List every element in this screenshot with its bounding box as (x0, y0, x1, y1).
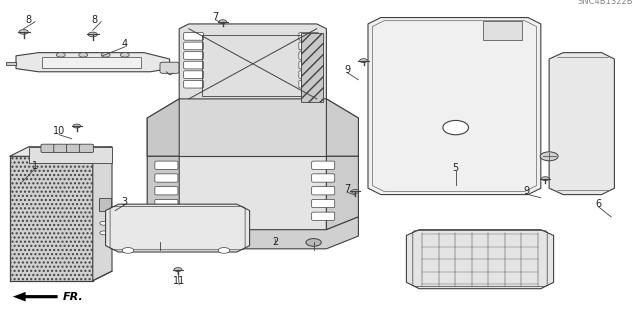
Bar (99, 198, 111, 211)
Circle shape (360, 59, 367, 63)
FancyBboxPatch shape (184, 42, 204, 50)
Circle shape (122, 248, 134, 253)
Polygon shape (326, 99, 358, 156)
FancyBboxPatch shape (312, 187, 335, 195)
Ellipse shape (443, 121, 468, 135)
Circle shape (100, 231, 108, 235)
Polygon shape (147, 99, 358, 169)
FancyBboxPatch shape (79, 144, 93, 152)
FancyBboxPatch shape (155, 199, 178, 208)
Text: 8: 8 (26, 15, 32, 25)
FancyBboxPatch shape (299, 71, 319, 78)
Polygon shape (10, 156, 93, 281)
Circle shape (120, 53, 129, 57)
Text: SNC4B1322B: SNC4B1322B (578, 0, 634, 6)
Circle shape (219, 20, 227, 24)
Text: 9: 9 (344, 64, 351, 75)
FancyBboxPatch shape (155, 187, 178, 195)
Polygon shape (326, 156, 358, 230)
Text: 10: 10 (52, 126, 65, 137)
Polygon shape (10, 147, 112, 156)
Polygon shape (6, 62, 16, 65)
Bar (483, 21, 522, 40)
Text: 11: 11 (173, 276, 186, 286)
Bar (42, 57, 141, 68)
FancyBboxPatch shape (155, 174, 178, 182)
Text: 8: 8 (92, 15, 98, 25)
FancyBboxPatch shape (184, 61, 204, 69)
Polygon shape (13, 292, 58, 301)
FancyBboxPatch shape (54, 144, 68, 152)
Polygon shape (147, 156, 179, 230)
Circle shape (56, 53, 65, 57)
Text: 7: 7 (212, 11, 219, 22)
FancyBboxPatch shape (299, 52, 319, 59)
FancyBboxPatch shape (184, 52, 204, 59)
FancyBboxPatch shape (184, 71, 204, 78)
FancyBboxPatch shape (155, 212, 178, 220)
FancyBboxPatch shape (312, 161, 335, 169)
Text: 2: 2 (272, 237, 278, 247)
Circle shape (19, 30, 28, 34)
Polygon shape (368, 18, 541, 195)
Text: 6: 6 (595, 198, 602, 209)
FancyBboxPatch shape (184, 80, 204, 88)
Circle shape (73, 124, 81, 128)
FancyBboxPatch shape (312, 174, 335, 182)
FancyBboxPatch shape (184, 33, 204, 40)
Polygon shape (16, 53, 170, 72)
FancyBboxPatch shape (160, 62, 179, 73)
Text: 3: 3 (122, 197, 128, 207)
Circle shape (100, 221, 108, 225)
Circle shape (541, 177, 549, 181)
Circle shape (218, 248, 230, 253)
Polygon shape (301, 33, 323, 102)
Circle shape (540, 152, 558, 161)
FancyBboxPatch shape (155, 161, 178, 169)
FancyBboxPatch shape (67, 144, 81, 152)
Circle shape (88, 32, 97, 37)
Polygon shape (106, 204, 250, 252)
Text: 1: 1 (32, 161, 38, 171)
FancyBboxPatch shape (312, 199, 335, 208)
Circle shape (152, 239, 168, 246)
Bar (202, 35, 301, 96)
Circle shape (351, 189, 359, 193)
FancyBboxPatch shape (41, 144, 55, 152)
Circle shape (79, 53, 88, 57)
FancyBboxPatch shape (299, 80, 319, 88)
Circle shape (306, 239, 321, 246)
Circle shape (174, 268, 182, 271)
Polygon shape (93, 147, 112, 281)
Text: 4: 4 (122, 39, 128, 49)
Text: FR.: FR. (63, 292, 83, 302)
Circle shape (101, 53, 110, 57)
Polygon shape (179, 24, 326, 104)
Polygon shape (147, 99, 179, 156)
FancyBboxPatch shape (299, 42, 319, 50)
Polygon shape (406, 230, 554, 289)
FancyBboxPatch shape (299, 33, 319, 40)
FancyBboxPatch shape (299, 61, 319, 69)
Text: 7: 7 (344, 184, 350, 194)
Polygon shape (549, 53, 614, 195)
Polygon shape (29, 147, 112, 163)
FancyBboxPatch shape (312, 212, 335, 220)
Text: 9: 9 (523, 186, 529, 196)
Text: 5: 5 (452, 163, 459, 173)
Polygon shape (115, 217, 358, 249)
Polygon shape (147, 156, 326, 230)
